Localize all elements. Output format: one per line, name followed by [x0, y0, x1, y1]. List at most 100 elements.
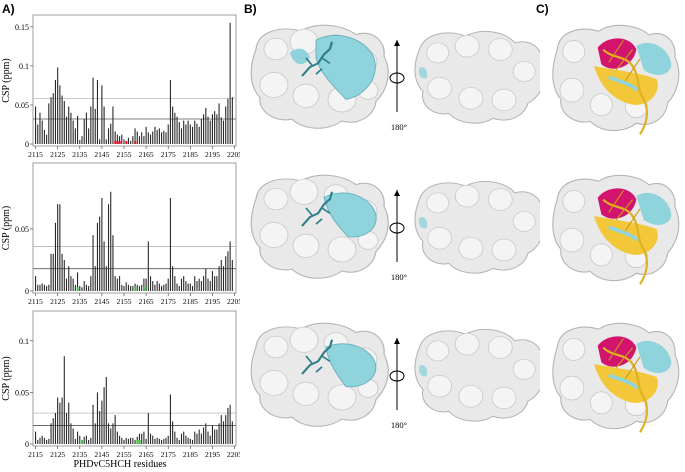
broadened-marker-green	[81, 440, 84, 444]
surface-lobe	[562, 338, 586, 361]
csp-bar	[79, 435, 81, 444]
csp-bar	[205, 108, 207, 144]
csp-bar	[174, 276, 176, 291]
csp-bar	[127, 137, 129, 144]
csp-bar	[156, 281, 158, 291]
csp-bar	[41, 435, 43, 444]
csp-bar	[48, 438, 50, 444]
csp-bar	[99, 139, 101, 144]
csp-bar	[96, 392, 99, 444]
csp-bar	[39, 112, 41, 144]
csp-bar	[145, 438, 147, 444]
csp-bar	[103, 106, 105, 144]
csp-bar	[136, 284, 138, 291]
csp-bar	[149, 134, 152, 144]
cyan-region	[608, 373, 640, 390]
cyan-region	[636, 42, 672, 75]
csp-bar	[216, 276, 218, 291]
csp-bar	[70, 423, 72, 444]
csp-bar	[134, 128, 136, 144]
csp-bar	[70, 112, 72, 144]
surface-lobe	[458, 236, 484, 260]
surface-lobe	[263, 335, 289, 359]
csp-bar	[94, 423, 96, 444]
csp-bar	[178, 439, 180, 444]
cyan-region	[608, 75, 640, 92]
csp-bar	[127, 438, 129, 444]
csp-bar	[37, 439, 39, 444]
csp-bar	[222, 120, 225, 144]
surface-lobe	[491, 88, 517, 112]
surface-lobe	[487, 336, 513, 359]
csp-bar	[185, 124, 187, 144]
csp-bar	[130, 140, 132, 144]
csp-bar	[149, 276, 152, 291]
surface-lobe	[589, 391, 613, 415]
csp-bar	[88, 439, 90, 444]
y-tick-label: 0.05	[15, 225, 29, 234]
x-tick-label: 2195	[205, 297, 220, 306]
x-tick-label: 2175	[161, 297, 176, 306]
csp-bar	[99, 410, 101, 444]
csp-bar	[176, 283, 178, 291]
surface-lobe	[454, 184, 480, 208]
csp-bar	[158, 283, 160, 291]
ligand-sticks	[301, 191, 334, 227]
csp-bar	[152, 281, 154, 291]
csp-bar	[156, 437, 158, 444]
x-tick-label: 2185	[183, 297, 198, 306]
csp-bar	[145, 126, 147, 144]
surface-lobe	[458, 384, 484, 408]
x-tick-label: 2175	[161, 150, 176, 159]
csp-bar	[211, 271, 213, 291]
broadened-marker-green	[136, 440, 139, 444]
csp-bar	[198, 278, 200, 291]
csp-bar	[225, 256, 227, 291]
csp-bar	[83, 119, 85, 144]
y-tick-label: 0	[25, 140, 29, 149]
x-tick-label: 2195	[205, 150, 220, 159]
ligand-sticks	[301, 41, 334, 77]
csp-bar	[165, 283, 167, 291]
csp-bar	[196, 123, 198, 144]
csp-bar	[57, 67, 59, 144]
csp-bar	[68, 266, 70, 291]
plot-frame	[32, 162, 237, 294]
cyan-region	[636, 192, 672, 225]
csp-bar	[218, 266, 220, 291]
csp-bar	[72, 120, 74, 144]
csp-bar	[121, 437, 123, 444]
binding-patch	[418, 365, 428, 377]
surface-front-view	[250, 322, 389, 427]
csp-bar	[205, 423, 207, 444]
csp-bar	[229, 404, 231, 444]
x-tick-label: 2205	[227, 297, 240, 306]
binding-patch	[418, 67, 428, 79]
surface-lobe	[487, 38, 513, 61]
csp-bar	[35, 431, 37, 444]
csp-bar	[99, 216, 101, 291]
csp-bar	[152, 131, 154, 144]
csp-bar	[112, 423, 114, 444]
csp-bar	[130, 286, 132, 291]
csp-bar	[138, 433, 141, 444]
csp-bar	[198, 126, 200, 144]
csp-bar	[211, 114, 213, 144]
plot-frame	[32, 14, 237, 147]
csp-bar	[46, 439, 48, 444]
csp-bar	[178, 286, 180, 291]
csp-bar	[216, 429, 218, 444]
csp-bar	[43, 437, 45, 444]
csp-chart-2: 0 0.05 2115 2125 2135 2145 2155 2165 2175 2185 219…	[1, 162, 240, 306]
csp-bar	[167, 278, 169, 291]
arrow-head-icon	[394, 338, 400, 344]
csp-bar	[161, 132, 163, 144]
csp-bar	[39, 437, 41, 444]
x-tick-label: 2185	[183, 150, 198, 159]
csp-bar	[125, 437, 127, 444]
csp-bar	[85, 435, 87, 444]
y-tick-label: 0	[25, 440, 29, 449]
csp-bar	[132, 286, 134, 291]
surface-lobe	[426, 192, 450, 214]
csp-bar	[103, 387, 105, 444]
